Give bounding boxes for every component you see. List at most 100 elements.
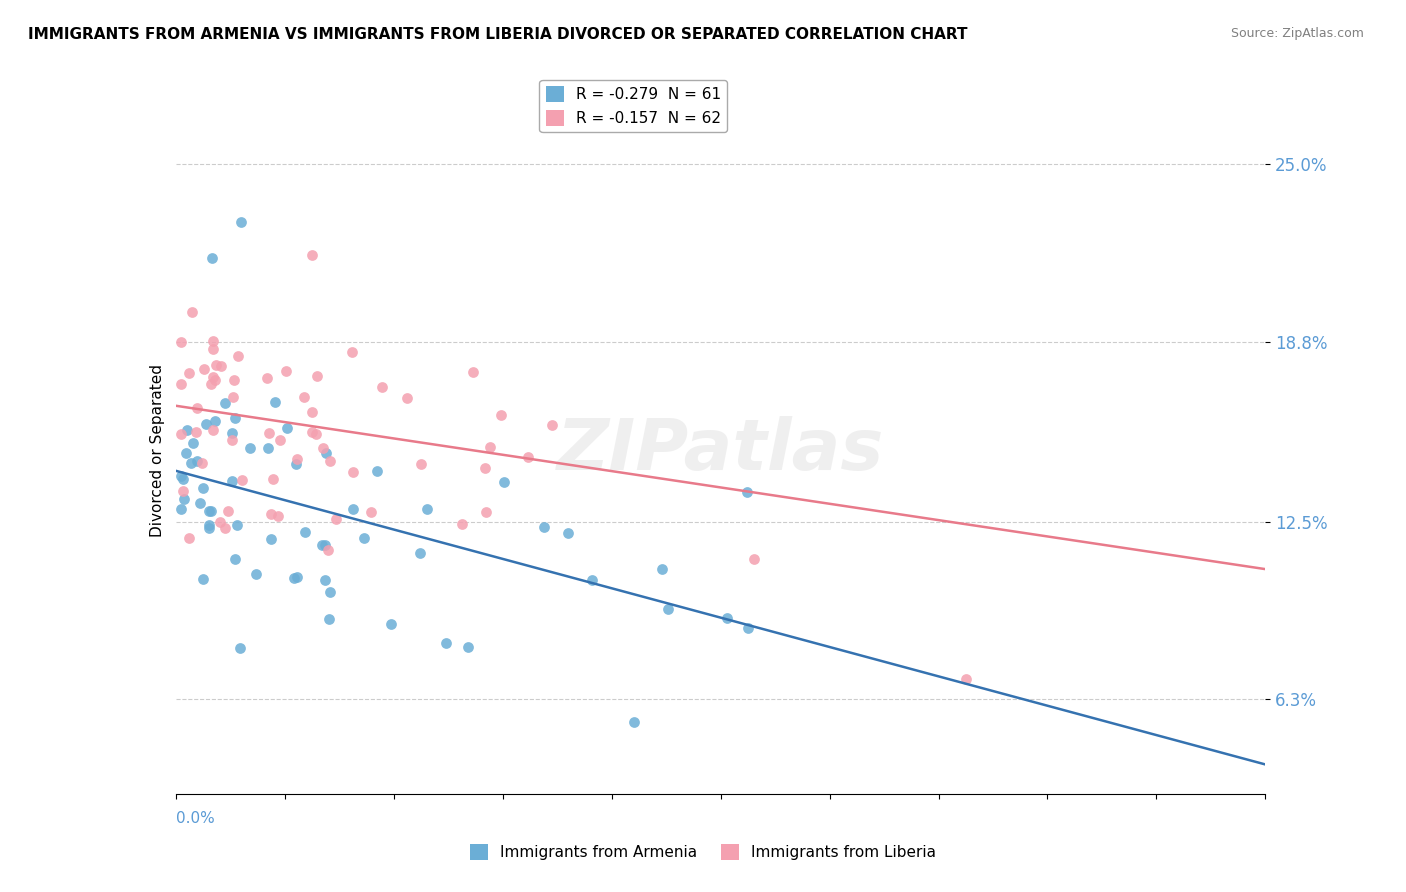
Point bbox=[214, 521, 236, 535]
Point bbox=[371, 380, 394, 394]
Point bbox=[301, 405, 323, 419]
Point bbox=[287, 451, 309, 466]
Point bbox=[263, 472, 285, 486]
Point bbox=[209, 515, 232, 529]
Point bbox=[311, 538, 333, 552]
Point bbox=[186, 401, 208, 415]
Point bbox=[267, 508, 290, 523]
Point bbox=[342, 501, 364, 516]
Point bbox=[257, 441, 280, 455]
Point bbox=[180, 456, 202, 470]
Point bbox=[170, 426, 193, 441]
Point bbox=[198, 518, 221, 533]
Point bbox=[316, 543, 339, 558]
Point bbox=[360, 505, 382, 519]
Point bbox=[285, 570, 308, 584]
Point bbox=[342, 465, 364, 479]
Point bbox=[174, 446, 197, 460]
Point bbox=[276, 421, 298, 435]
Point bbox=[264, 395, 287, 409]
Point bbox=[197, 504, 219, 518]
Point bbox=[312, 441, 335, 455]
Point bbox=[226, 349, 249, 363]
Point bbox=[224, 373, 246, 387]
Point bbox=[353, 531, 375, 545]
Point bbox=[205, 358, 228, 372]
Point bbox=[489, 409, 512, 423]
Point bbox=[461, 365, 484, 379]
Text: Source: ZipAtlas.com: Source: ZipAtlas.com bbox=[1230, 27, 1364, 40]
Point bbox=[450, 517, 472, 532]
Point bbox=[177, 366, 200, 380]
Point bbox=[292, 390, 315, 404]
Point bbox=[581, 573, 603, 587]
Point bbox=[259, 532, 281, 546]
Point bbox=[474, 505, 496, 519]
Point bbox=[202, 343, 225, 357]
Point bbox=[188, 496, 211, 510]
Point bbox=[181, 435, 204, 450]
Point bbox=[301, 425, 323, 439]
Point bbox=[411, 458, 433, 472]
Legend: Immigrants from Armenia, Immigrants from Liberia: Immigrants from Armenia, Immigrants from… bbox=[464, 838, 942, 866]
Point bbox=[396, 391, 419, 405]
Point bbox=[172, 472, 194, 486]
Point bbox=[319, 454, 342, 468]
Point bbox=[231, 214, 253, 228]
Point bbox=[294, 525, 316, 540]
Point bbox=[202, 334, 225, 349]
Point bbox=[955, 673, 977, 687]
Point bbox=[225, 518, 247, 533]
Point bbox=[198, 521, 221, 535]
Point bbox=[186, 454, 208, 468]
Point bbox=[557, 525, 579, 540]
Point bbox=[201, 251, 224, 265]
Point bbox=[217, 503, 239, 517]
Point bbox=[173, 491, 195, 506]
Point bbox=[221, 434, 243, 448]
Point bbox=[517, 450, 540, 464]
Point bbox=[224, 552, 246, 566]
Point bbox=[340, 344, 363, 359]
Point bbox=[259, 426, 281, 441]
Point bbox=[176, 424, 198, 438]
Point bbox=[170, 469, 193, 483]
Point bbox=[221, 390, 243, 404]
Point bbox=[256, 371, 278, 385]
Point bbox=[301, 248, 323, 262]
Point bbox=[191, 456, 214, 470]
Point bbox=[229, 641, 252, 656]
Point bbox=[239, 441, 262, 455]
Point bbox=[416, 501, 439, 516]
Point bbox=[193, 572, 215, 586]
Point bbox=[269, 434, 291, 448]
Point bbox=[305, 369, 328, 384]
Point bbox=[366, 464, 388, 478]
Point bbox=[245, 566, 267, 581]
Point bbox=[380, 616, 402, 631]
Point bbox=[623, 715, 645, 730]
Point bbox=[224, 411, 246, 425]
Point bbox=[651, 561, 673, 575]
Point bbox=[202, 423, 225, 437]
Point bbox=[221, 474, 243, 488]
Point bbox=[231, 473, 253, 487]
Point bbox=[221, 425, 243, 440]
Point bbox=[170, 334, 193, 349]
Point bbox=[214, 396, 236, 410]
Point bbox=[494, 475, 516, 489]
Point bbox=[735, 485, 758, 500]
Point bbox=[319, 585, 342, 599]
Point bbox=[657, 602, 679, 616]
Point bbox=[457, 640, 479, 655]
Point bbox=[716, 611, 738, 625]
Point bbox=[314, 573, 336, 587]
Point bbox=[172, 483, 194, 498]
Point bbox=[474, 461, 496, 475]
Point bbox=[314, 538, 336, 552]
Point bbox=[325, 512, 347, 526]
Point bbox=[184, 425, 207, 439]
Point bbox=[305, 427, 328, 442]
Legend: R = -0.279  N = 61, R = -0.157  N = 62: R = -0.279 N = 61, R = -0.157 N = 62 bbox=[540, 80, 727, 132]
Point bbox=[204, 373, 226, 387]
